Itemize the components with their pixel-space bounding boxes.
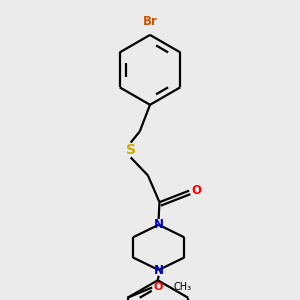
Text: N: N [154,263,164,277]
Text: CH₃: CH₃ [174,283,192,292]
Text: O: O [191,184,202,197]
Text: Br: Br [142,14,158,28]
Text: O: O [154,283,163,292]
Text: S: S [126,143,136,157]
Text: N: N [154,218,164,231]
